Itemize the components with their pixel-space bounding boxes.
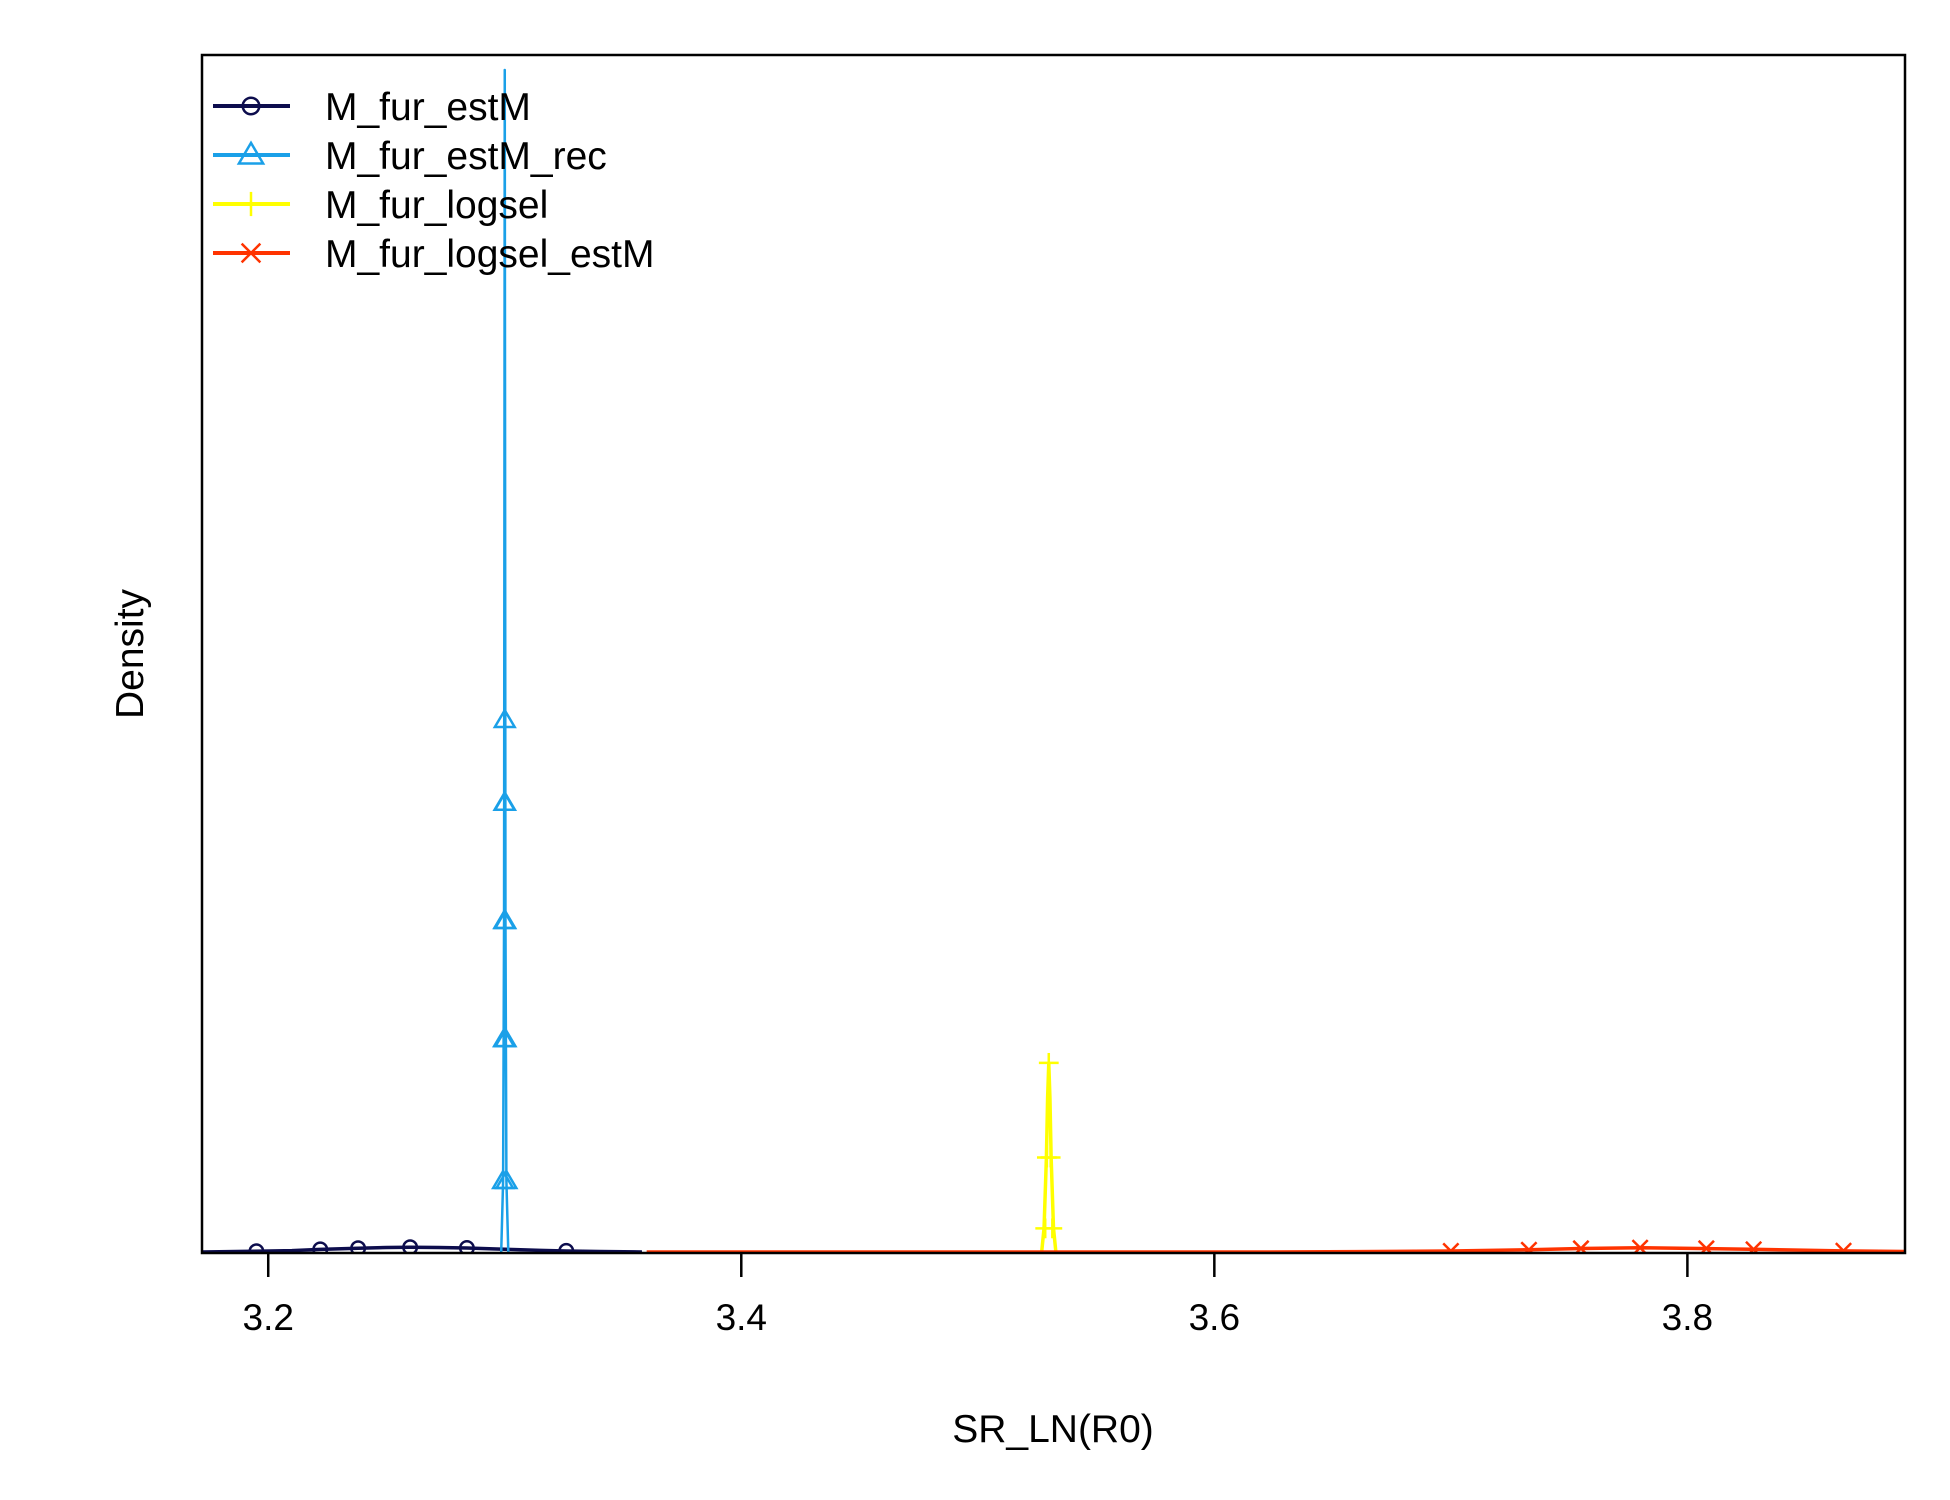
- data-point-M_fur_estM_rec: [492, 707, 517, 729]
- data-point-M_fur_logsel_estM: [1572, 1239, 1590, 1253]
- data-point-M_fur_estM_rec: [493, 908, 518, 930]
- data-point-M_fur_estM: [350, 1240, 367, 1253]
- data-point-M_fur_logsel: [1042, 1218, 1063, 1239]
- data-point-M_fur_logsel_estM: [1834, 1242, 1853, 1253]
- legend-entry-M_fur_estM: M_fur_estM: [213, 86, 531, 129]
- series-line-M_fur_estM: [202, 1245, 642, 1253]
- x-tick-label: 3.6: [1189, 1297, 1240, 1338]
- x-axis-label: SR_LN(R0): [952, 1408, 1154, 1451]
- data-point-M_fur_estM: [458, 1239, 475, 1253]
- y-axis-label: Density: [109, 588, 152, 719]
- series-M_fur_logsel_estM: [646, 1239, 1905, 1253]
- data-point-M_fur_estM_rec: [492, 790, 518, 812]
- series-line-M_fur_logsel_estM: [646, 1245, 1905, 1253]
- legend-label: M_fur_estM_rec: [325, 135, 607, 178]
- x-tick-label: 3.4: [716, 1297, 767, 1338]
- legend-entry-M_fur_logsel: M_fur_logsel: [213, 184, 548, 227]
- data-point-M_fur_logsel_estM: [1520, 1241, 1538, 1253]
- data-point-M_fur_estM_rec: [493, 1026, 518, 1048]
- data-point-M_fur_estM: [402, 1239, 419, 1253]
- plot-frame: [200, 53, 1907, 1255]
- data-point-M_fur_logsel: [1040, 1147, 1061, 1168]
- data-point-M_fur_estM: [312, 1241, 329, 1253]
- data-point-M_fur_logsel_estM: [1745, 1240, 1763, 1253]
- legend-entry-M_fur_estM_rec: M_fur_estM_rec: [213, 135, 607, 178]
- data-point-M_fur_logsel_estM: [1697, 1239, 1715, 1253]
- series-M_fur_logsel: [1035, 1052, 1063, 1253]
- data-point-M_fur_estM: [248, 1243, 265, 1253]
- x-tick-label: 3.2: [243, 1297, 294, 1338]
- series-M_fur_estM_rec: [491, 68, 519, 1253]
- legend-swatch-marker: [241, 96, 261, 116]
- legend-swatch-marker: [240, 242, 262, 264]
- legend-swatch-marker: [236, 140, 266, 165]
- legend-swatch-marker: [238, 191, 264, 217]
- series-line-M_fur_estM_rec: [499, 68, 510, 1253]
- data-point-M_fur_logsel_estM: [1442, 1242, 1460, 1253]
- legend-label: M_fur_logsel_estM: [325, 233, 654, 276]
- legend-entry-M_fur_logsel_estM: M_fur_logsel_estM: [213, 233, 654, 276]
- data-point-M_fur_estM: [558, 1242, 575, 1253]
- series-M_fur_estM: [202, 1239, 642, 1253]
- x-tick-label: 3.8: [1662, 1297, 1713, 1338]
- legend-label: M_fur_logsel: [325, 184, 548, 227]
- legend-label: M_fur_estM: [325, 86, 531, 129]
- data-point-M_fur_logsel: [1038, 1052, 1059, 1073]
- legend: M_fur_estM M_fur_estM_rec M_fur_logsel M_fu…: [213, 86, 654, 276]
- x-axis-ticks: 3.2 3.4 3.6 3.8: [243, 1253, 1713, 1338]
- data-point-M_fur_estM_rec: [494, 1168, 519, 1190]
